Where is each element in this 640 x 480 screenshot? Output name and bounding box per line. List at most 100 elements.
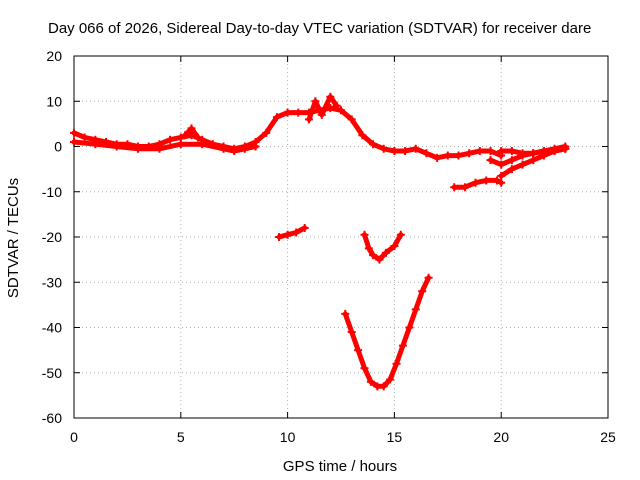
data-point — [375, 255, 384, 264]
data-point — [529, 156, 538, 165]
data-point — [283, 230, 292, 239]
data-point — [379, 144, 388, 153]
data-point — [366, 377, 375, 386]
data-point — [411, 144, 420, 153]
data-point — [91, 140, 100, 149]
data-point — [112, 142, 121, 151]
data-point — [518, 160, 527, 169]
data-point — [360, 364, 369, 373]
data-point — [450, 183, 459, 192]
y-tick-label: -20 — [42, 229, 62, 245]
data-point — [300, 223, 309, 232]
data-point — [294, 108, 303, 117]
data-point — [486, 147, 495, 156]
data-point — [198, 140, 207, 149]
data-point — [471, 178, 480, 187]
data-point — [386, 375, 395, 384]
y-axis-label: SDTVAR / TECUs — [5, 178, 22, 298]
data-point — [347, 328, 356, 337]
data-point — [465, 149, 474, 158]
data-point — [497, 171, 506, 180]
x-tick-label: 10 — [280, 429, 296, 445]
y-tick-label: -30 — [42, 274, 62, 290]
x-tick-label: 5 — [177, 429, 185, 445]
chart-title: Day 066 of 2026, Sidereal Day-to-day VTE… — [48, 20, 591, 37]
y-tick-label: -40 — [42, 320, 62, 336]
data-point — [317, 110, 326, 119]
data-point — [166, 135, 175, 144]
data-point — [369, 140, 378, 149]
data-point — [304, 115, 313, 124]
x-axis-label: GPS time / hours — [283, 458, 397, 475]
data-point — [240, 144, 249, 153]
data-point — [262, 128, 271, 137]
data-point — [272, 113, 281, 122]
series-arc-minus20 — [276, 225, 308, 240]
data-point — [392, 359, 401, 368]
data-point — [396, 230, 405, 239]
data-point — [230, 147, 239, 156]
y-tick-label: -50 — [42, 365, 62, 381]
data-point — [460, 183, 469, 192]
data-point — [181, 131, 190, 140]
x-tick-label: 15 — [387, 429, 403, 445]
data-point — [326, 92, 335, 101]
data-point — [364, 244, 373, 253]
data-point — [390, 147, 399, 156]
data-point — [275, 233, 284, 241]
data-point — [369, 251, 378, 260]
data-point — [507, 165, 516, 174]
data-point — [251, 142, 260, 151]
data-point — [401, 147, 410, 156]
data-point — [70, 128, 78, 137]
data-point — [358, 131, 367, 140]
data-point — [381, 248, 390, 257]
data-point — [360, 230, 369, 239]
data-point — [497, 160, 506, 169]
data-point — [422, 149, 431, 158]
data-point — [292, 228, 301, 237]
data-point — [283, 108, 292, 117]
y-tick-label: -10 — [42, 184, 62, 200]
data-point — [134, 144, 143, 153]
data-point — [390, 242, 399, 251]
data-point — [219, 144, 228, 153]
data-point — [332, 101, 341, 110]
data-point — [187, 124, 196, 133]
data-point — [337, 106, 345, 115]
data-point — [539, 147, 548, 156]
data-point — [454, 151, 463, 160]
data-point — [176, 133, 185, 142]
data-point — [80, 133, 89, 142]
x-tick-label: 20 — [493, 429, 509, 445]
data-point — [398, 341, 407, 350]
data-point — [405, 323, 414, 332]
data-point — [176, 140, 185, 149]
data-point — [507, 147, 516, 156]
data-point — [443, 151, 452, 160]
data-point — [561, 144, 570, 153]
data-point — [550, 147, 559, 156]
data-point — [497, 147, 506, 156]
data-point — [411, 305, 420, 314]
data-point — [433, 153, 442, 162]
x-tick-label: 25 — [600, 429, 616, 445]
y-tick-label: -60 — [42, 410, 62, 426]
data-point — [70, 137, 78, 146]
data-point — [418, 287, 427, 296]
data-point — [155, 144, 164, 153]
data-point — [341, 309, 350, 318]
data-point — [529, 149, 538, 158]
data-point — [492, 176, 501, 185]
data-point — [518, 149, 527, 158]
data-point — [347, 115, 356, 124]
data-point — [424, 273, 433, 282]
data-point — [486, 156, 495, 165]
data-point — [475, 147, 484, 156]
data-point — [354, 346, 363, 355]
data-point — [311, 97, 320, 106]
series-arc-deep-V — [342, 275, 432, 389]
y-tick-label: 10 — [46, 93, 62, 109]
data-point — [482, 176, 491, 185]
